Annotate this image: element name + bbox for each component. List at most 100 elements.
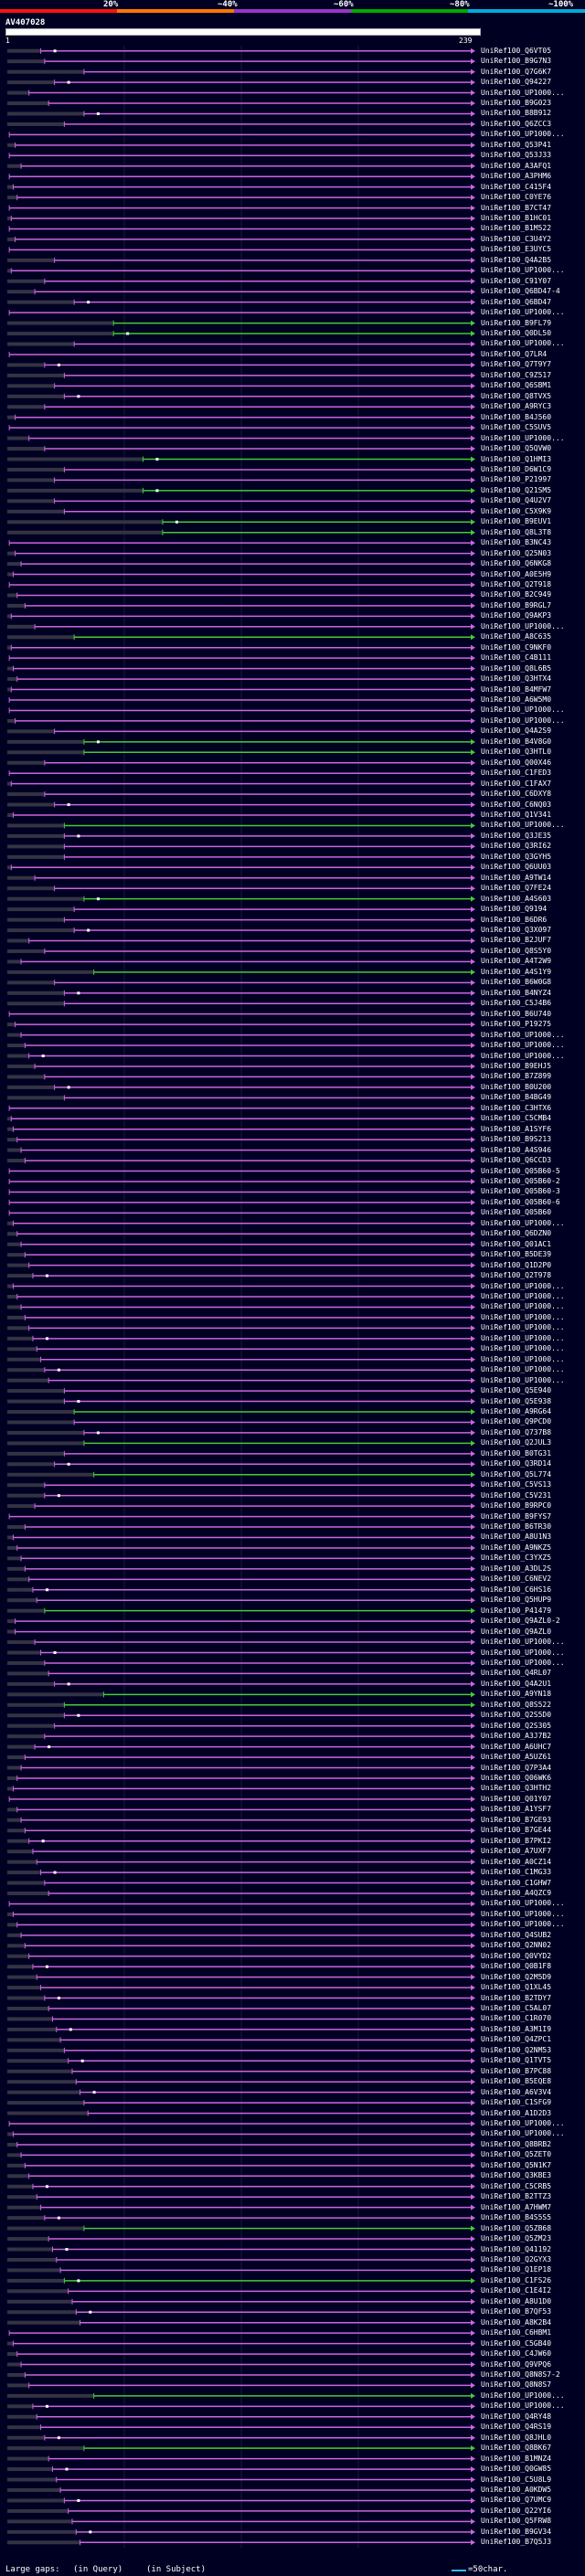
hit-label[interactable]: UniRef100_B9EUV1 <box>481 518 552 526</box>
hit-label[interactable]: UniRef100_Q4RY48 <box>481 2412 552 2421</box>
hit-label[interactable]: UniRef100_B2TDY7 <box>481 1994 552 2002</box>
hit-label[interactable]: UniRef100_C6NQ03 <box>481 800 552 809</box>
hit-label[interactable]: UniRef100_B6W0G8 <box>481 979 552 987</box>
hit-label[interactable]: UniRef100_Q5ZB68 <box>481 2224 552 2232</box>
hit-label[interactable]: UniRef100_B7PC88 <box>481 2067 552 2075</box>
hit-label[interactable]: UniRef100_Q4RS19 <box>481 2423 552 2432</box>
hit-label[interactable]: UniRef100_Q6CCD3 <box>481 1157 552 1165</box>
hit-label[interactable]: UniRef100_A4QZC9 <box>481 1889 552 1897</box>
hit-label[interactable]: UniRef100_A9TW14 <box>481 874 552 882</box>
hit-label[interactable]: UniRef100_C3U4Y2 <box>481 235 552 243</box>
hit-label[interactable]: UniRef100_UP1000... <box>481 822 565 830</box>
hit-label[interactable]: UniRef100_Q5QVW0 <box>481 445 552 453</box>
hit-label[interactable]: UniRef100_Q2GYX3 <box>481 2255 552 2263</box>
hit-label[interactable]: UniRef100_Q0DL50 <box>481 330 552 338</box>
hit-label[interactable]: UniRef100_Q5L774 <box>481 1470 552 1479</box>
hit-label[interactable]: UniRef100_Q6SBM1 <box>481 382 552 390</box>
hit-label[interactable]: UniRef100_Q9194 <box>481 906 548 914</box>
hit-label[interactable]: UniRef100_A3M1I9 <box>481 2025 552 2033</box>
hit-label[interactable]: UniRef100_A1D2D3 <box>481 2109 552 2117</box>
hit-label[interactable]: UniRef100_C3HTX6 <box>481 1104 552 1112</box>
hit-label[interactable]: UniRef100_Q22YI6 <box>481 2507 552 2515</box>
hit-label[interactable]: UniRef100_UP1000... <box>481 1052 565 1060</box>
hit-label[interactable]: UniRef100_C1R070 <box>481 2015 552 2023</box>
hit-label[interactable]: UniRef100_B0TG31 <box>481 1449 552 1458</box>
hit-label[interactable]: UniRef100_Q4SUB2 <box>481 1931 552 1939</box>
hit-label[interactable]: UniRef100_A3DL2S <box>481 1564 552 1573</box>
hit-label[interactable]: UniRef100_UP1000... <box>481 716 565 725</box>
hit-label[interactable]: UniRef100_Q41192 <box>481 2245 552 2253</box>
hit-label[interactable]: UniRef100_Q1V341 <box>481 811 552 820</box>
hit-label[interactable]: UniRef100_C6HBM1 <box>481 2329 552 2337</box>
hit-label[interactable]: UniRef100_A7HWM7 <box>481 2203 552 2211</box>
hit-label[interactable]: UniRef100_B4J560 <box>481 413 552 421</box>
hit-label[interactable]: UniRef100_UP1000... <box>481 1303 565 1311</box>
hit-label[interactable]: UniRef100_C1FS26 <box>481 2276 552 2284</box>
hit-label[interactable]: UniRef100_Q5ZM23 <box>481 2235 552 2243</box>
hit-label[interactable]: UniRef100_Q2T918 <box>481 580 552 588</box>
hit-label[interactable]: UniRef100_B9S213 <box>481 1136 552 1144</box>
hit-label[interactable]: UniRef100_Q0GW85 <box>481 2465 552 2474</box>
hit-label[interactable]: UniRef100_B3NC43 <box>481 539 552 547</box>
hit-label[interactable]: UniRef100_B9GV34 <box>481 2528 552 2536</box>
hit-label[interactable]: UniRef100_Q3RD14 <box>481 1460 552 1468</box>
hit-label[interactable]: UniRef100_Q8BRB2 <box>481 2140 552 2148</box>
hit-label[interactable]: UniRef100_C1E4I2 <box>481 2287 552 2295</box>
hit-label[interactable]: UniRef100_Q5N1K7 <box>481 2161 552 2169</box>
hit-label[interactable]: UniRef100_Q3JE35 <box>481 832 552 840</box>
hit-label[interactable]: UniRef100_Q8S522 <box>481 1701 552 1709</box>
hit-label[interactable]: UniRef100_Q4A2U1 <box>481 1680 552 1688</box>
hit-label[interactable]: UniRef100_UP1000... <box>481 1355 565 1363</box>
hit-label[interactable]: UniRef100_C4B111 <box>481 654 552 663</box>
hit-label[interactable]: UniRef100_Q1EP18 <box>481 2266 552 2274</box>
hit-label[interactable]: UniRef100_Q1TVT5 <box>481 2057 552 2065</box>
hit-label[interactable]: UniRef100_P41479 <box>481 1606 552 1615</box>
hit-label[interactable]: UniRef100_A4S603 <box>481 895 552 903</box>
hit-label[interactable]: UniRef100_C9NKF0 <box>481 643 552 652</box>
hit-label[interactable]: UniRef100_C6HS16 <box>481 1585 552 1594</box>
hit-label[interactable]: UniRef100_Q00X46 <box>481 758 552 767</box>
hit-label[interactable]: UniRef100_B7GE44 <box>481 1827 552 1835</box>
hit-label[interactable]: UniRef100_B9G023 <box>481 100 552 107</box>
hit-label[interactable]: UniRef100_Q8JHL0 <box>481 2433 552 2442</box>
hit-label[interactable]: UniRef100_B4V8G0 <box>481 737 552 746</box>
hit-label[interactable]: UniRef100_Q0VYD2 <box>481 1952 552 1960</box>
hit-label[interactable]: UniRef100_A0E5H9 <box>481 570 552 578</box>
hit-label[interactable]: UniRef100_Q7FE24 <box>481 885 552 893</box>
hit-label[interactable]: UniRef100_C6NEV2 <box>481 1575 552 1584</box>
hit-label[interactable]: UniRef100_C5V231 <box>481 1491 552 1500</box>
hit-label[interactable]: UniRef100_Q5ZET0 <box>481 2151 552 2159</box>
hit-label[interactable]: UniRef100_UP1000... <box>481 1910 565 1918</box>
hit-label[interactable]: UniRef100_C5VS13 <box>481 1481 552 1489</box>
hit-label[interactable]: UniRef100_B4NYZ4 <box>481 989 552 997</box>
hit-label[interactable]: UniRef100_Q05B60 <box>481 1209 552 1217</box>
hit-label[interactable]: UniRef100_B9G7N3 <box>481 58 552 66</box>
hit-label[interactable]: UniRef100_B5EQE8 <box>481 2078 552 2086</box>
hit-label[interactable]: UniRef100_A9RYC3 <box>481 403 552 411</box>
hit-label[interactable]: UniRef100_B2C949 <box>481 591 552 599</box>
hit-label[interactable]: UniRef100_B9RGL7 <box>481 601 552 610</box>
hit-label[interactable]: UniRef100_Q2NN02 <box>481 1942 552 1950</box>
hit-label[interactable]: UniRef100_A5UZ61 <box>481 1754 552 1762</box>
hit-label[interactable]: UniRef100_C1MG33 <box>481 1869 552 1877</box>
hit-label[interactable]: UniRef100_A7UXF7 <box>481 1848 552 1856</box>
hit-label[interactable]: UniRef100_B6U740 <box>481 1010 552 1018</box>
hit-label[interactable]: UniRef100_Q8TVX5 <box>481 392 552 400</box>
hit-label[interactable]: UniRef100_A3PHM6 <box>481 173 552 181</box>
hit-label[interactable]: UniRef100_Q3HTL0 <box>481 748 552 757</box>
hit-label[interactable]: UniRef100_Q05B60-2 <box>481 1177 560 1185</box>
hit-label[interactable]: UniRef100_Q53P41 <box>481 141 552 149</box>
hit-label[interactable]: UniRef100_C0YE76 <box>481 194 552 202</box>
hit-label[interactable]: UniRef100_B4S5S5 <box>481 2214 552 2222</box>
hit-label[interactable]: UniRef100_B7CT47 <box>481 204 552 212</box>
hit-label[interactable]: UniRef100_B8B912 <box>481 110 552 118</box>
hit-label[interactable]: UniRef100_Q6BD47-4 <box>481 288 560 296</box>
hit-label[interactable]: UniRef100_B4BG49 <box>481 1094 552 1102</box>
hit-label[interactable]: UniRef100_A8K2B4 <box>481 2318 552 2327</box>
hit-label[interactable]: UniRef100_UP1000... <box>481 267 565 275</box>
hit-label[interactable]: UniRef100_Q5E940 <box>481 1387 552 1395</box>
hit-label[interactable]: UniRef100_B2JUF7 <box>481 937 552 945</box>
hit-label[interactable]: UniRef100_Q2M5D9 <box>481 1973 552 1981</box>
hit-label[interactable]: UniRef100_B6DR6 <box>481 916 548 924</box>
hit-label[interactable]: UniRef100_A0KDW5 <box>481 2486 552 2494</box>
